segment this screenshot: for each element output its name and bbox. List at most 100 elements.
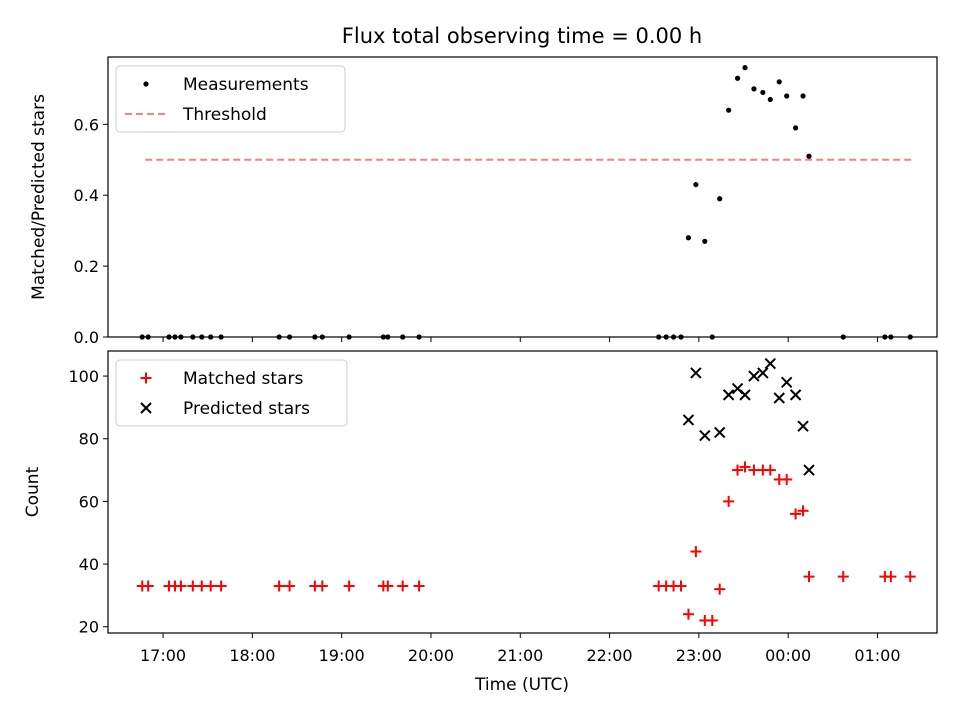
y-tick-label: 100 (68, 367, 99, 386)
cross-b (789, 389, 802, 401)
measurement-point (793, 125, 799, 131)
cross-b (757, 367, 769, 379)
x-tick-label: 17:00 (140, 646, 186, 665)
measurement-point (767, 96, 773, 103)
predicted-star-point (739, 389, 751, 401)
matched-star-point (723, 495, 735, 507)
x-tick-label: 01:00 (854, 646, 900, 665)
cross-b (773, 392, 785, 404)
bottom-panel-ylabel: Count (23, 466, 43, 517)
matched-star-point (732, 464, 744, 476)
measurement-point (702, 238, 708, 244)
predicted-star-point (764, 357, 777, 370)
measurement-point (806, 153, 812, 159)
legend-label: Matched stars (183, 369, 303, 389)
cross-b (682, 414, 695, 426)
cross-b (764, 357, 777, 370)
cross-b (690, 367, 702, 379)
predicted-star-point (722, 389, 735, 401)
matched-star-point (790, 508, 802, 520)
matched-star-point (343, 580, 355, 592)
legend-label: Predicted stars (183, 399, 310, 419)
measurement-point (685, 235, 692, 241)
measurement-point (776, 79, 782, 85)
y-tick-label: 80 (79, 430, 99, 449)
matched-star-point (397, 580, 409, 592)
x-tick-label: 23:00 (676, 646, 722, 665)
cross-b (713, 426, 726, 439)
cross-b (797, 420, 809, 432)
legend: Matched stars Predicted stars (115, 359, 348, 427)
matched-star-point (837, 571, 849, 583)
x-axis-label: Time (UTC) (474, 675, 569, 695)
legend-label: Measurements (183, 75, 309, 95)
matched-star-point (273, 580, 285, 592)
matched-star-point (142, 580, 154, 592)
cross-b (803, 464, 815, 476)
bottom-panel: 20 40 60 80 100 17:00 18:00 19:00 20:00 21:00 22:0… (68, 350, 938, 665)
measurement-point (751, 86, 757, 92)
predicted-star-point (803, 464, 815, 476)
measurement-point (800, 93, 806, 99)
predicted-star-point (757, 367, 769, 379)
measurement-point (760, 89, 766, 96)
y-tick-label: 0.6 (74, 115, 99, 134)
matched-star-point (803, 571, 815, 583)
predicted-star-point (682, 414, 695, 426)
predicted-star-point (797, 420, 809, 432)
legend-box (115, 65, 346, 133)
predicted-star-point (690, 367, 702, 379)
y-tick-label: 60 (79, 492, 99, 511)
predicted-star-point (748, 370, 760, 382)
matched-star-point (714, 583, 726, 595)
matched-star-point (316, 580, 328, 592)
measurement-point (717, 196, 723, 202)
x-tick-label: 20:00 (408, 646, 454, 665)
matched-star-point (284, 580, 296, 592)
measurement-point (784, 93, 790, 99)
legend-marker-measurements (143, 81, 149, 87)
measurement-point (726, 107, 732, 113)
matched-star-point (205, 580, 217, 592)
predicted-star-point (713, 426, 726, 439)
cross-b (780, 376, 793, 389)
x-tick-label: 21:00 (497, 646, 543, 665)
predicted-star-point (773, 392, 785, 404)
matched-star-point (175, 580, 187, 592)
measurement-point (742, 65, 748, 71)
cross-b (748, 370, 760, 382)
y-tick-label: 0.4 (74, 186, 99, 205)
predicted-star-point (789, 389, 802, 401)
predicted-star-point (699, 429, 711, 442)
matched-star-point (690, 546, 702, 558)
cross-b (731, 382, 744, 395)
y-tick-label: 40 (79, 555, 99, 574)
matched-star-point (382, 580, 394, 592)
legend-label: Threshold (182, 105, 267, 125)
matched-star-point (797, 505, 809, 517)
legend-box (115, 359, 348, 427)
chart-title: Flux total observing time = 0.00 h (342, 24, 702, 48)
matched-star-point (739, 461, 751, 473)
matched-star-point (215, 580, 227, 592)
axes-frame (107, 56, 938, 338)
x-tick-label: 00:00 (765, 646, 811, 665)
legend-marker-predicted-b (140, 402, 152, 414)
matched-star-point (706, 614, 718, 626)
top-panel-ylabel: Matched/Predicted stars (29, 94, 49, 300)
predicted-star-point (780, 376, 793, 389)
matched-star-point (413, 580, 425, 592)
axes-frame (107, 350, 938, 634)
x-tick-label: 18:00 (229, 646, 275, 665)
x-tick-label: 19:00 (319, 646, 365, 665)
matched-star-point (764, 464, 776, 476)
y-tick-label: 0.0 (74, 328, 99, 347)
top-panel: 0.0 0.2 0.4 0.6 Measurements Threshold (74, 56, 938, 347)
y-tick-label: 20 (79, 618, 99, 637)
measurement-point (734, 75, 741, 81)
matched-star-point (904, 571, 916, 583)
matched-star-point (682, 608, 694, 620)
matched-star-point (675, 580, 687, 592)
cross-b (739, 389, 751, 401)
